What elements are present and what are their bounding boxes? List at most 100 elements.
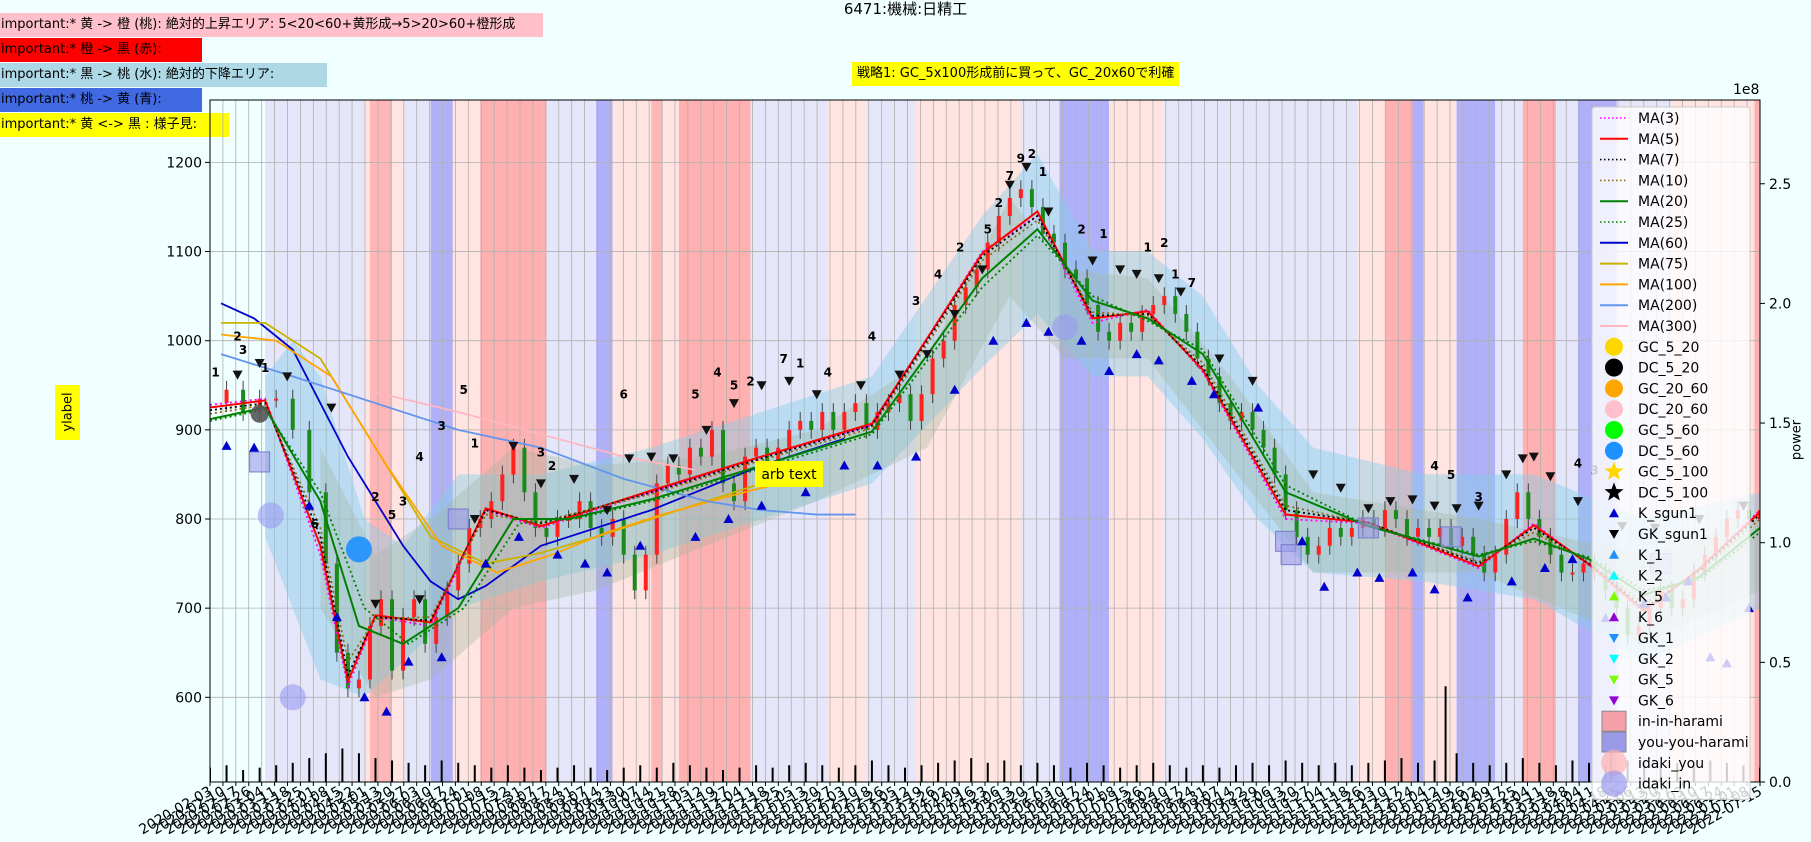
sequence-label: 5: [691, 388, 699, 402]
legend-label: MA(100): [1638, 277, 1697, 293]
volume-bar: [291, 762, 294, 782]
legend-label: GK_1: [1638, 631, 1674, 647]
candle-body: [676, 465, 681, 475]
candle-body: [776, 447, 781, 466]
candle-body: [544, 527, 549, 537]
volume-bar: [1069, 767, 1072, 782]
k-triangle-up: [304, 500, 315, 510]
candle-body: [1129, 322, 1134, 332]
vertical-gridlines: [210, 100, 1760, 782]
candle-body: [1305, 536, 1310, 555]
legend-swatch: [1609, 654, 1619, 664]
candle-body: [1393, 510, 1398, 520]
candle-body: [963, 287, 968, 306]
candle-body: [1184, 313, 1189, 332]
legend-label: GC_5_100: [1638, 465, 1708, 481]
signal-circle: [250, 404, 269, 423]
volume-bar: [986, 762, 989, 782]
volume-bar: [1367, 762, 1370, 782]
gk-triangle-down: [1131, 269, 1142, 279]
volume-bar: [622, 767, 625, 782]
volume-bar: [1334, 762, 1337, 782]
candle-body: [1228, 403, 1233, 421]
gk-triangle-down: [569, 474, 580, 484]
candle-body: [930, 358, 935, 395]
sequence-label: 4: [713, 365, 721, 379]
k-triangle-up: [1076, 335, 1087, 345]
k-triangle-up: [1208, 389, 1219, 399]
k-triangle-up: [1539, 563, 1550, 573]
candle-body: [1471, 536, 1476, 555]
note-pink-yellow: important:* 桃 -> 黄 (青):: [0, 88, 202, 112]
gk-triangle-down: [1473, 501, 1484, 511]
harami-square: [447, 508, 469, 530]
gk-triangle-down: [1501, 470, 1512, 480]
arb-text-annotation: arb text: [755, 461, 823, 487]
k-triangle-up: [1253, 402, 1264, 412]
volume-bar: [1317, 765, 1320, 782]
harami-square: [1280, 544, 1302, 566]
candle-body: [610, 519, 615, 537]
candle-body: [577, 501, 582, 520]
sequence-label: 2: [746, 374, 754, 388]
signal-markers: [221, 162, 1754, 716]
k-triangle-up: [513, 531, 524, 541]
signal-circle: [279, 684, 306, 711]
volume-bar: [1052, 765, 1055, 782]
candle-body: [1217, 376, 1222, 404]
volume-bar: [1019, 765, 1022, 782]
candle-body: [1261, 429, 1266, 448]
candle-body: [621, 519, 626, 555]
note-wait-and-see: important:* 黄 <-> 黒 : 様子見:: [0, 113, 229, 137]
gk-triangle-down: [1214, 354, 1225, 364]
sequence-label: 3: [537, 446, 545, 460]
volume-bar: [1201, 765, 1204, 782]
k-triangle-up: [800, 487, 811, 497]
gk-triangle-down: [811, 390, 822, 400]
y-tick-label: 600: [175, 690, 202, 706]
candle-body: [1195, 331, 1200, 359]
background-band: [678, 100, 751, 782]
candle-body: [1107, 331, 1112, 341]
sequence-label: 7: [1006, 169, 1014, 183]
candle-body: [1559, 554, 1564, 573]
volume-bar: [556, 767, 559, 782]
candle-body: [1416, 527, 1421, 537]
y-tick-label: 800: [175, 512, 202, 528]
candle-body: [632, 554, 637, 591]
volume-bar: [589, 767, 592, 782]
candle-body: [820, 412, 825, 430]
legend-label: MA(60): [1638, 236, 1688, 252]
k-triangle-up: [1352, 567, 1363, 577]
chart-title: 6471:機械:日精工: [843, 0, 968, 18]
volume-bar: [1218, 767, 1221, 782]
candle-body: [720, 429, 725, 484]
volume-bar: [771, 767, 774, 782]
gk-triangle-down: [894, 370, 905, 380]
sequence-label: 2: [995, 196, 1003, 210]
k-triangle-up: [872, 460, 883, 470]
gk-triangle-down: [1528, 452, 1539, 462]
background-band: [1020, 100, 1060, 782]
sequence-label: 2: [1077, 223, 1085, 237]
legend-swatch: [1604, 482, 1624, 501]
volume-bar: [854, 765, 857, 782]
candle-body: [1074, 269, 1079, 279]
gk-triangle-down: [855, 381, 866, 391]
gk-triangle-down: [1004, 180, 1015, 190]
sequence-label: 1: [796, 356, 804, 370]
volume-bar: [1488, 765, 1491, 782]
background-band: [827, 100, 867, 782]
volume-bar: [606, 770, 609, 782]
candle-body: [798, 420, 803, 430]
volume-bar: [275, 765, 278, 782]
gk-triangle-down: [1385, 497, 1396, 507]
legend-label: DC_5_60: [1638, 444, 1699, 460]
sequence-label: 4: [415, 450, 423, 464]
sequence-label: 4: [868, 330, 876, 344]
background-band: [1164, 100, 1214, 782]
volume-bar: [904, 767, 907, 782]
line-MA(300): [375, 391, 696, 471]
candle-body: [1118, 322, 1123, 341]
candle-body: [919, 394, 924, 421]
